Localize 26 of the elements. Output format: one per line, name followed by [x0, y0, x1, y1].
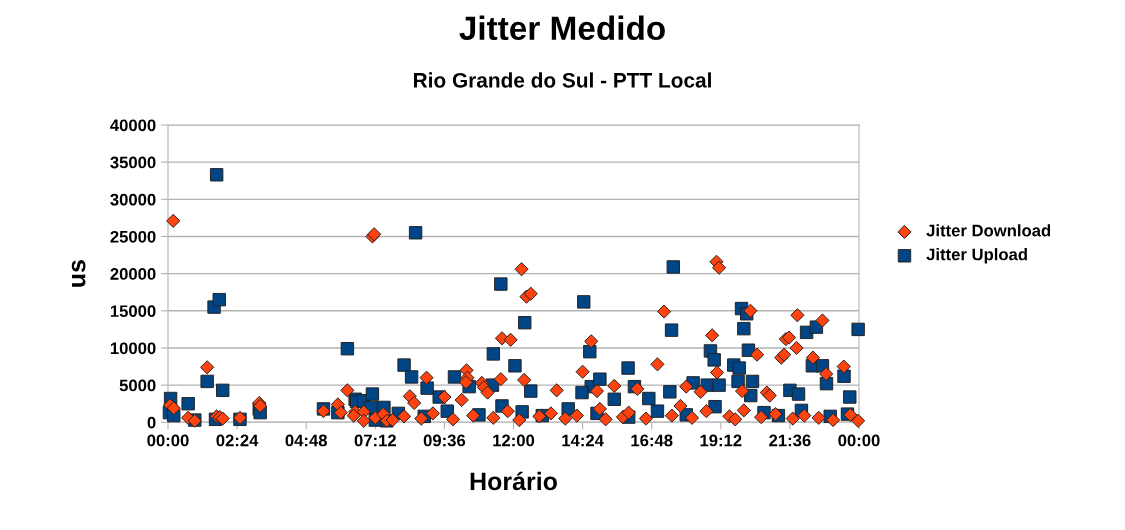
y-tick-label: 25000 [110, 230, 156, 243]
y-axis-title: us [71, 260, 86, 287]
legend-label: Jitter Download [926, 224, 1051, 237]
chart-subtitle: Rio Grande do Sul - PTT Local [414, 72, 711, 88]
x-tick-label: 07:12 [354, 434, 396, 447]
chart-title: Jitter Medido [459, 15, 665, 41]
x-tick-label: 09:36 [423, 434, 466, 447]
y-tick-label: 5000 [119, 379, 156, 392]
x-tick-label: 14:24 [562, 434, 604, 447]
x-tick-label: 00:00 [147, 434, 189, 447]
y-tick-label: 20000 [110, 268, 156, 280]
x-axis-title: Horário [470, 471, 557, 491]
x-tick-label: 04:48 [285, 434, 327, 447]
x-tick-label: 12:00 [493, 434, 535, 447]
x-tick-label: 00:00 [838, 434, 880, 447]
legend-label: Jitter Upload [926, 248, 1027, 264]
y-tick-label: 0 [147, 416, 156, 429]
y-tick-label: 15000 [110, 305, 156, 318]
x-tick-label: 02:24 [216, 434, 259, 447]
y-tick-label: 35000 [110, 156, 156, 169]
y-tick-label: 10000 [110, 342, 156, 355]
x-tick-label: 16:48 [631, 434, 673, 447]
x-tick-label: 21:36 [769, 434, 811, 447]
y-tick-label: 30000 [110, 193, 156, 206]
y-tick-label: 40000 [110, 119, 156, 132]
x-tick-label: 19:12 [700, 434, 742, 447]
